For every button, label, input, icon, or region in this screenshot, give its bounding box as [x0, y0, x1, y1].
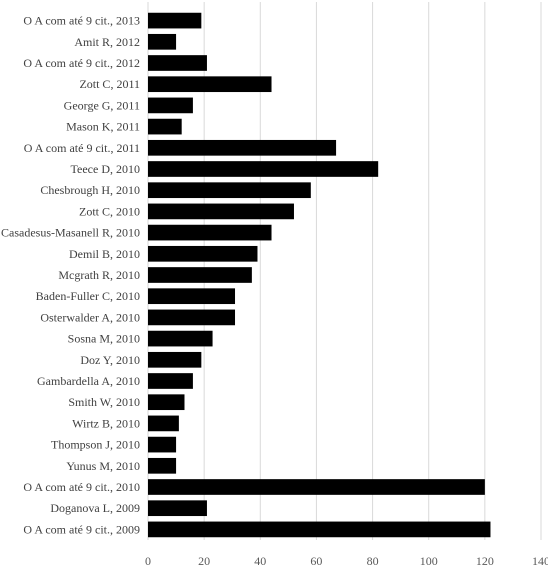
category-label: Sosna M, 2010 [68, 332, 140, 346]
category-label: Mcgrath R, 2010 [58, 268, 140, 282]
x-tick-label: 80 [367, 554, 379, 568]
bar [148, 457, 177, 474]
bar [148, 479, 485, 495]
category-label: Doz Y, 2010 [80, 353, 140, 367]
bar [148, 182, 311, 199]
category-label: Mason K, 2011 [66, 120, 140, 134]
category-label: Gambardella A, 2010 [37, 374, 140, 388]
bar [148, 76, 272, 93]
bar [148, 351, 202, 368]
x-tick-label: 120 [476, 554, 494, 568]
x-tick-label: 40 [254, 554, 266, 568]
bar [148, 330, 213, 347]
category-label: Smith W, 2010 [68, 395, 140, 409]
bar [148, 55, 207, 71]
category-label: O A com até 9 cit., 2010 [23, 480, 140, 494]
bar [148, 97, 193, 114]
x-tick-label: 20 [198, 554, 210, 568]
x-tick-label: 0 [145, 554, 151, 568]
category-label: Osterwalder A, 2010 [40, 310, 140, 324]
category-label: O A com até 9 cit., 2009 [23, 522, 140, 536]
category-label: Teece D, 2010 [71, 162, 140, 176]
x-tick-label: 100 [420, 554, 438, 568]
bar [148, 161, 379, 177]
bar [148, 500, 207, 517]
bar [148, 203, 294, 220]
bar [148, 224, 272, 241]
bar [148, 118, 182, 135]
bar [148, 373, 193, 389]
bar [148, 139, 337, 156]
category-label: Doganova L, 2009 [50, 501, 140, 515]
bar [148, 245, 258, 262]
category-label: O A com até 9 cit., 2011 [24, 141, 140, 155]
bar [148, 309, 236, 326]
bars [148, 12, 491, 538]
bar [148, 267, 252, 283]
bar [148, 521, 491, 538]
category-label: O A com até 9 cit., 2013 [23, 14, 140, 28]
category-label: Wirtz B, 2010 [72, 416, 140, 430]
bar [148, 33, 177, 50]
category-label: O A com até 9 cit., 2012 [23, 56, 140, 70]
bar [148, 415, 179, 432]
bar [148, 394, 185, 411]
category-label: Amit R, 2012 [74, 35, 140, 49]
category-label: Zott C, 2010 [79, 204, 140, 218]
category-label: Casadesus-Masanell R, 2010 [1, 226, 140, 240]
bar [148, 288, 236, 305]
category-label: George G, 2011 [64, 98, 140, 112]
bar [148, 12, 202, 29]
bar [148, 436, 177, 453]
category-label: Thompson J, 2010 [51, 438, 140, 452]
x-tick-label: 60 [310, 554, 322, 568]
category-label: Chesbrough H, 2010 [40, 183, 140, 197]
category-label: Yunus M, 2010 [66, 459, 140, 473]
category-label: Baden-Fuller C, 2010 [36, 289, 140, 303]
x-axis-ticks: 0 20 40 60 80 100 120 140 [145, 554, 548, 568]
category-label: Demil B, 2010 [69, 247, 140, 261]
category-labels: O A com até 9 cit., 2013 Amit R, 2012 O A … [1, 14, 140, 537]
category-label: Zott C, 2011 [79, 77, 140, 91]
x-tick-label: 140 [532, 554, 548, 568]
